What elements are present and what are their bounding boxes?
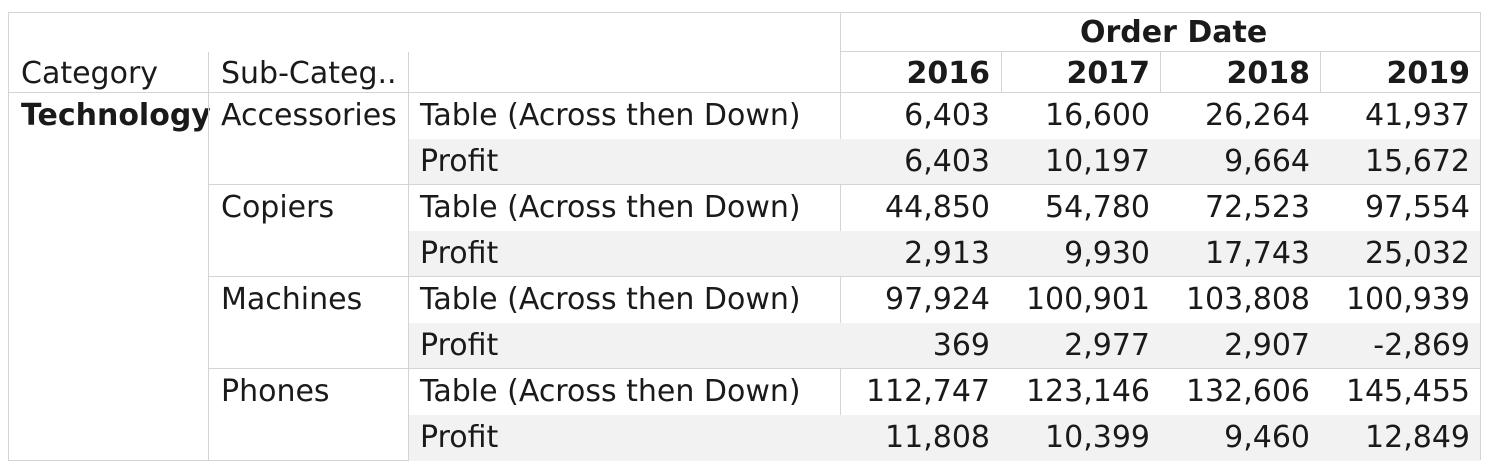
grid-line	[408, 52, 409, 460]
measure-label: Table (Across then Down)	[420, 98, 801, 133]
table-cell[interactable]: 10,399	[1045, 420, 1150, 455]
grid-line	[1320, 52, 1321, 92]
measure-label: Profit	[420, 420, 499, 455]
table-cell[interactable]: 97,924	[885, 282, 990, 317]
table-cell[interactable]: 2,907	[1224, 328, 1310, 363]
measure-label: Profit	[420, 144, 499, 179]
grid-line	[208, 276, 1480, 277]
grid-line	[1480, 12, 1481, 460]
profit-row-band	[409, 231, 1480, 277]
year-header-2019[interactable]: 2019	[1386, 56, 1471, 91]
grid-line	[1001, 52, 1002, 92]
profit-row-band	[409, 139, 1480, 185]
table-cell[interactable]: 97,554	[1365, 190, 1470, 225]
measure-label: Table (Across then Down)	[420, 282, 801, 317]
table-cell[interactable]: 9,460	[1224, 420, 1310, 455]
table-cell[interactable]: 17,743	[1205, 236, 1310, 271]
table-cell[interactable]: 6,403	[904, 98, 990, 133]
grid-line	[208, 184, 1480, 185]
table-cell[interactable]: 72,523	[1205, 190, 1310, 225]
year-header-2016[interactable]: 2016	[906, 56, 991, 91]
year-header-2018[interactable]: 2018	[1226, 56, 1311, 91]
table-cell[interactable]: 100,901	[1025, 282, 1150, 317]
table-cell[interactable]: 145,455	[1345, 374, 1470, 409]
table-cell[interactable]: 9,664	[1224, 144, 1310, 179]
profit-row-band	[409, 415, 1480, 461]
grid-line	[8, 12, 1480, 13]
grid-line	[208, 368, 1480, 369]
category-label[interactable]: Technology	[21, 98, 211, 133]
grid-line	[8, 92, 1480, 93]
table-cell[interactable]: 44,850	[885, 190, 990, 225]
table-cell[interactable]: 26,264	[1205, 98, 1310, 133]
grid-line	[1160, 52, 1161, 92]
table-cell[interactable]: 11,808	[885, 420, 990, 455]
header-subcategory[interactable]: Sub-Categ..	[221, 56, 397, 91]
header-category[interactable]: Category	[21, 56, 159, 91]
table-cell[interactable]: 2,913	[904, 236, 990, 271]
subcategory-label[interactable]: Machines	[221, 282, 363, 317]
grid-line	[8, 12, 9, 460]
table-cell[interactable]: 103,808	[1185, 282, 1310, 317]
table-cell[interactable]: 25,032	[1365, 236, 1470, 271]
measure-label: Profit	[420, 328, 499, 363]
table-cell[interactable]: 123,146	[1025, 374, 1150, 409]
grid-line	[840, 51, 1480, 52]
subcategory-label[interactable]: Copiers	[221, 190, 335, 225]
subcategory-label[interactable]: Phones	[221, 374, 330, 409]
table-cell[interactable]: 6,403	[904, 144, 990, 179]
table-cell[interactable]: 54,780	[1045, 190, 1150, 225]
measure-label: Profit	[420, 236, 499, 271]
table-cell[interactable]: 9,930	[1064, 236, 1150, 271]
table-cell[interactable]: 369	[932, 328, 990, 363]
measure-label: Table (Across then Down)	[420, 374, 801, 409]
profit-row-band	[409, 323, 1480, 369]
column-group-label: Order Date	[1080, 15, 1268, 50]
table-cell[interactable]: 41,937	[1365, 98, 1470, 133]
table-cell[interactable]: 100,939	[1345, 282, 1470, 317]
table-cell[interactable]: 16,600	[1045, 98, 1150, 133]
table-cell[interactable]: 2,977	[1064, 328, 1150, 363]
table-cell[interactable]: 12,849	[1365, 420, 1470, 455]
year-header-2017[interactable]: 2017	[1066, 56, 1151, 91]
table-cell[interactable]: 15,672	[1365, 144, 1470, 179]
subcategory-label[interactable]: Accessories	[221, 98, 397, 133]
grid-line	[208, 52, 209, 460]
measure-label: Table (Across then Down)	[420, 190, 801, 225]
table-cell[interactable]: 132,606	[1185, 374, 1310, 409]
table-cell[interactable]: 10,197	[1045, 144, 1150, 179]
table-cell[interactable]: 112,747	[865, 374, 990, 409]
table-cell[interactable]: -2,869	[1373, 328, 1470, 363]
